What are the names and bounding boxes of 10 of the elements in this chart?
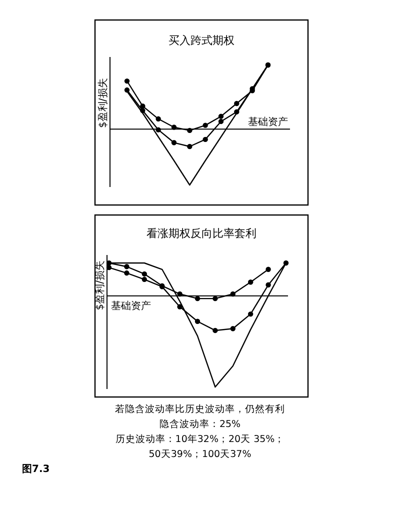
x-axis-title: 基础资产	[248, 116, 288, 128]
text: 隐含波动率：25%	[159, 418, 241, 430]
y-axis-title: $盈利/损失	[97, 78, 109, 128]
text: 历史波动率：10年32%；20天 35%；	[115, 433, 285, 445]
text: 若隐含波动率比历史波动率，仍然有利	[115, 403, 285, 415]
chart-title: 买入跨式期权	[168, 34, 234, 47]
x-axis-title: 基础资产	[111, 300, 151, 312]
chart-title: 看涨期权反向比率套利	[146, 227, 256, 240]
caption: 图7.3	[22, 464, 50, 475]
text: 50天39%；100天37%	[148, 449, 252, 460]
